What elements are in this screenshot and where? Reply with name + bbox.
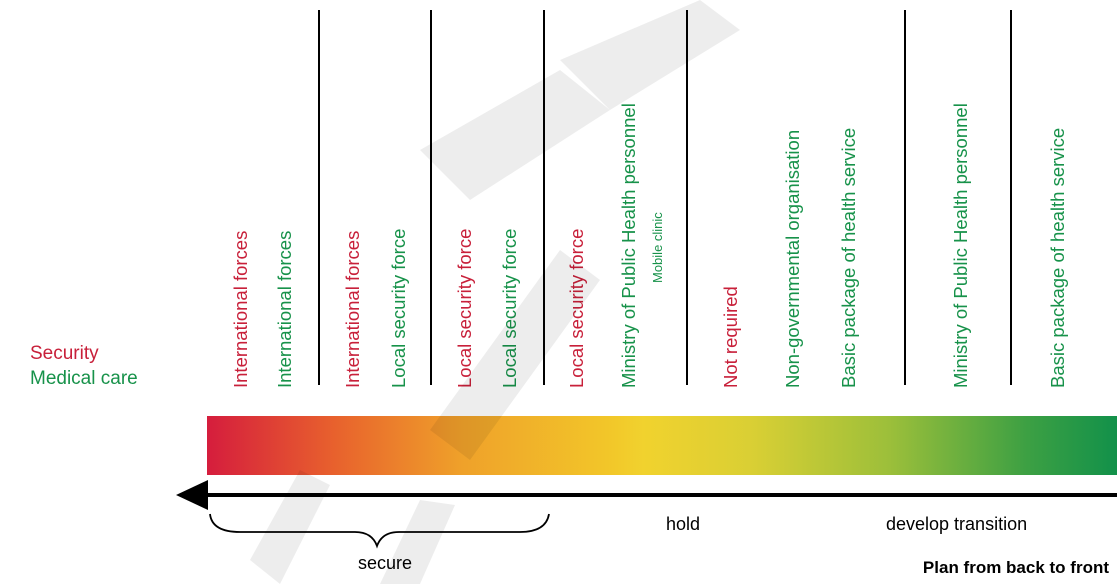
legend-medical-care: Medical care bbox=[30, 368, 138, 389]
column-divider bbox=[543, 10, 545, 385]
phase-develop-transition-label: develop transition bbox=[886, 514, 1028, 534]
column-divider bbox=[1010, 10, 1012, 385]
column-divider bbox=[686, 10, 688, 385]
arrow-head-left-icon bbox=[176, 480, 208, 510]
column-divider bbox=[318, 10, 320, 385]
column-divider bbox=[430, 10, 432, 385]
phase-hold-label: hold bbox=[666, 514, 701, 534]
column-divider bbox=[904, 10, 906, 385]
secure-brace-icon bbox=[209, 513, 550, 549]
phase-secure-label: secure bbox=[358, 553, 413, 573]
legend-security: Security bbox=[30, 343, 99, 364]
plan-footer-label: Plan from back to front bbox=[922, 558, 1109, 577]
security-to-medical-gradient-bar bbox=[207, 416, 1117, 475]
